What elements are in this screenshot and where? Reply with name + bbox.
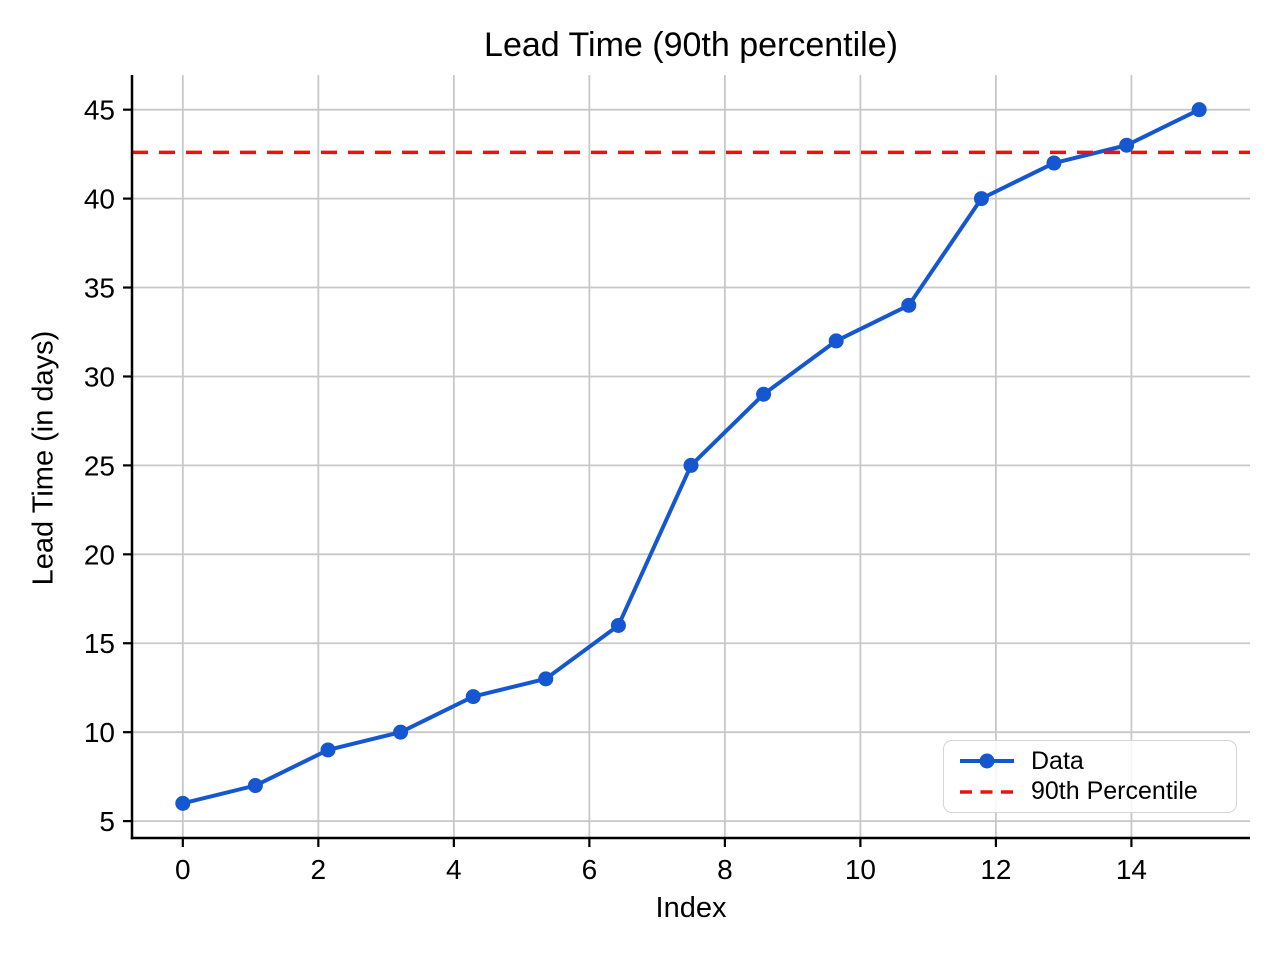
data-point (756, 386, 772, 402)
data-point (1046, 155, 1062, 171)
data-point (973, 191, 989, 207)
y-tick-label: 45 (84, 95, 115, 126)
data-point (610, 617, 626, 633)
data-point (1119, 137, 1135, 153)
x-tick-label: 0 (175, 854, 191, 885)
x-tick-label: 14 (1116, 854, 1147, 885)
y-tick-label: 40 (84, 184, 115, 215)
legend-item-percentile: 90th Percentile (958, 777, 1222, 806)
percentile-swatch-icon (960, 790, 1014, 794)
data-point (465, 689, 481, 705)
x-tick-label: 8 (717, 854, 733, 885)
data-point (393, 724, 409, 740)
data-point (1191, 102, 1207, 118)
y-tick-label: 30 (84, 361, 115, 392)
y-tick-label: 20 (84, 539, 115, 570)
data-series-swatch-icon (960, 753, 1014, 769)
data-point (247, 778, 263, 794)
legend-item-data: Data (958, 747, 1222, 776)
x-tick-label: 12 (980, 854, 1011, 885)
x-tick-label: 4 (446, 854, 462, 885)
y-tick-label: 15 (84, 628, 115, 659)
data-point (538, 671, 554, 687)
x-tick-label: 6 (582, 854, 598, 885)
y-axis-label: Lead Time (in days) (27, 330, 60, 586)
chart-title: Lead Time (90th percentile) (484, 26, 898, 64)
legend-label-percentile: 90th Percentile (1031, 777, 1198, 806)
x-axis-label: Index (655, 892, 727, 924)
legend: Data 90th Percentile (943, 740, 1237, 813)
y-tick-label: 10 (84, 717, 115, 748)
x-tick-label: 2 (311, 854, 327, 885)
data-line (180, 107, 1202, 806)
data-point (175, 795, 191, 811)
y-tick-label: 5 (99, 806, 115, 837)
y-tick-label: 35 (84, 273, 115, 304)
data-point (320, 742, 336, 758)
data-point (828, 333, 844, 349)
data-point (683, 457, 699, 473)
data-point (901, 297, 917, 313)
legend-label-data: Data (1031, 746, 1084, 775)
x-tick-label: 10 (845, 854, 876, 885)
y-tick-label: 25 (84, 450, 115, 481)
